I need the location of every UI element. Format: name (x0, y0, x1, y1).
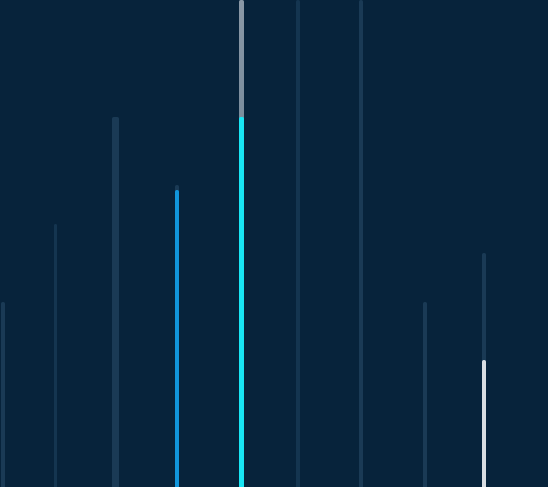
bar-8-track (423, 302, 427, 487)
bar-1-track (1, 302, 5, 487)
bar-1 (1, 0, 5, 487)
bar-2-track (53, 224, 57, 487)
bar-3-track (111, 117, 119, 487)
bar-5 (238, 0, 244, 487)
bar-4-fill (175, 190, 179, 487)
bar-5-fill (238, 117, 244, 487)
bar-3 (111, 0, 119, 487)
bar-6 (296, 0, 300, 487)
bar-9 (482, 0, 486, 487)
bar-6-track (296, 0, 300, 487)
bar-7 (359, 0, 363, 487)
bar-8 (423, 0, 427, 487)
bar-7-track (359, 0, 363, 487)
bar-2 (53, 0, 57, 487)
bar-4 (175, 0, 179, 487)
bar-9-fill (482, 360, 486, 487)
